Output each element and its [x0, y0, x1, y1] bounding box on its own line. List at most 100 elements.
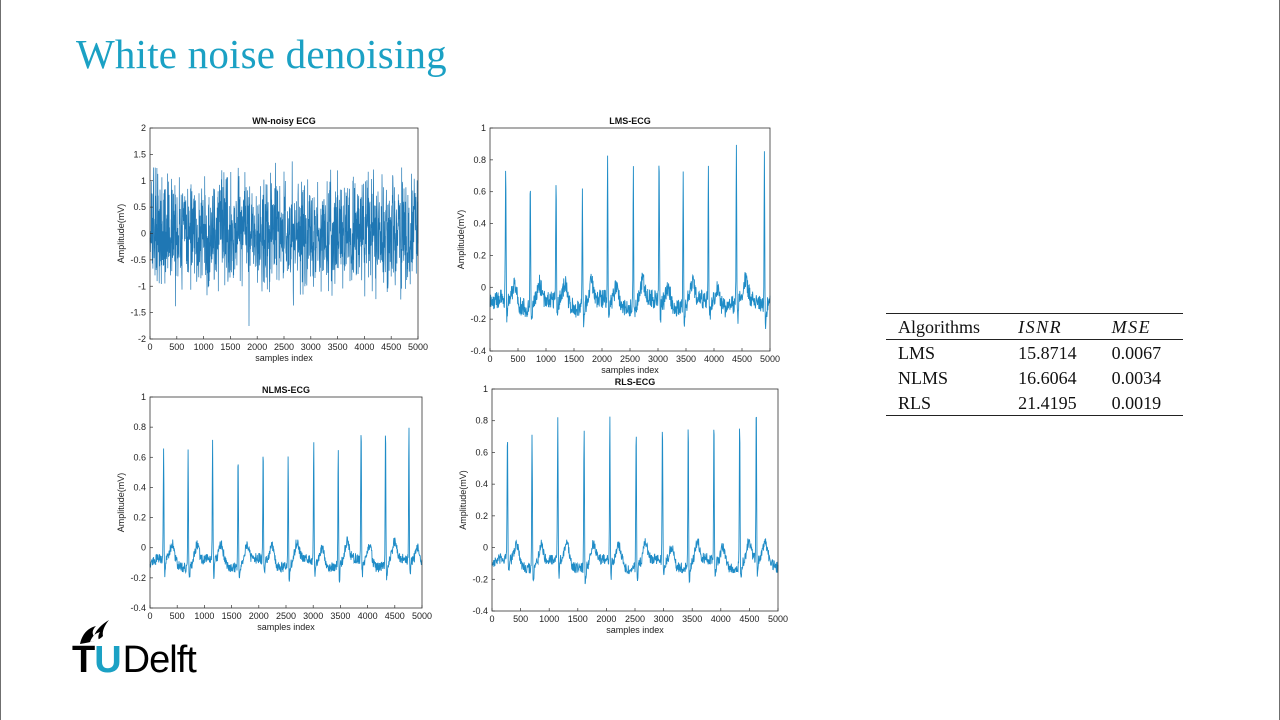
y-tick-label: 0	[141, 543, 146, 553]
x-tick-label: 5000	[760, 354, 780, 364]
x-tick-label: 1500	[220, 342, 240, 352]
x-tick-label: 2000	[249, 611, 269, 621]
x-tick-label: 500	[169, 342, 184, 352]
plot-frame	[149, 396, 423, 609]
x-tick-label: 4500	[385, 611, 405, 621]
x-tick-label: 4000	[358, 611, 378, 621]
x-axis-label: samples index	[257, 622, 315, 632]
x-tick-label: 2000	[247, 342, 267, 352]
logo-wordmark: TUDelft	[72, 639, 197, 681]
x-tick-label: 4000	[711, 614, 731, 624]
y-tick-label: -0.2	[130, 573, 146, 583]
y-tick-label: -2	[138, 334, 146, 344]
table-header-row: Algorithms ISNR MSE	[886, 313, 1183, 340]
table-cell-algorithm: RLS	[898, 393, 932, 413]
chart-title: WN-noisy ECG	[252, 116, 316, 126]
table-cell-mse: 0.0067	[1111, 343, 1162, 363]
table-row: NLMS 16.6064 0.0034	[886, 365, 1183, 390]
chart-svg: 0 500 1000 1500 2000 2500 3000 3500 4000 4500 5000…	[116, 116, 428, 363]
y-tick-label: 0.6	[473, 187, 486, 197]
x-tick-label: 3000	[301, 342, 321, 352]
y-tick-label: 0.8	[133, 422, 146, 432]
y-tick-label: 1.5	[133, 149, 146, 159]
y-tick-label: 0.5	[133, 202, 146, 212]
x-tick-label: 5000	[408, 342, 428, 352]
x-tick-label: 1000	[536, 354, 556, 364]
y-tick-label: 0.2	[133, 513, 146, 523]
y-tick-label: -1.5	[130, 308, 146, 318]
chart-nlms-ecg: 0 500 1000 1500 2000 2500 3000 3500 4000 4500 5000…	[108, 378, 438, 638]
flame-icon	[80, 620, 109, 644]
results-table: Algorithms ISNR MSE LMS 15.8714 0.0067 N…	[886, 313, 1183, 416]
x-tick-label: 3500	[330, 611, 350, 621]
y-tick-label: -0.5	[130, 255, 146, 265]
plot-frame	[491, 388, 779, 612]
x-tick-label: 1500	[564, 354, 584, 364]
logo-u: U	[94, 639, 121, 681]
chart-wn-noisy-ecg: 0 500 1000 1500 2000 2500 3000 3500 4000 4500 5000…	[108, 112, 428, 363]
slide-title: White noise denoising	[76, 31, 447, 77]
x-tick-label: 4500	[732, 354, 752, 364]
signal-line	[149, 427, 423, 583]
y-tick-label: 1	[141, 176, 146, 186]
x-tick-label: 2500	[276, 611, 296, 621]
logo-t: T	[72, 639, 95, 681]
x-tick-label: 2500	[620, 354, 640, 364]
y-tick-label: 0.4	[133, 482, 146, 492]
slide-border-left	[0, 0, 1, 720]
chart-title: RLS-ECG	[615, 377, 656, 387]
chart-title: NLMS-ECG	[262, 385, 310, 395]
x-tick-label: 1000	[194, 611, 214, 621]
x-tick-label: 3500	[682, 614, 702, 624]
table-header-mse: MSE	[1111, 317, 1152, 337]
table-cell-mse: 0.0034	[1111, 368, 1162, 388]
x-axis-label: samples index	[606, 625, 664, 635]
table-row: RLS 21.4195 0.0019	[886, 390, 1183, 416]
y-tick-label: -0.2	[470, 314, 486, 324]
x-tick-label: 0	[147, 342, 152, 352]
tu-delft-logo: TUDelft	[72, 616, 242, 682]
x-tick-label: 4000	[354, 342, 374, 352]
y-tick-label: 0.8	[475, 416, 488, 426]
signal-line	[491, 416, 779, 585]
chart-svg: 0 500 1000 1500 2000 2500 3000 3500 4000 4500 5000…	[456, 116, 780, 375]
y-tick-label: 0.6	[475, 447, 488, 457]
x-tick-label: 500	[513, 614, 528, 624]
table-cell-isnr: 15.8714	[1018, 343, 1077, 363]
x-tick-label: 3000	[654, 614, 674, 624]
chart-rls-ecg: 0 500 1000 1500 2000 2500 3000 3500 4000 4500 5000…	[448, 374, 798, 644]
x-axis-label: samples index	[601, 365, 659, 375]
y-axis-label: Amplitude(mV)	[116, 204, 126, 264]
x-tick-label: 3000	[303, 611, 323, 621]
y-tick-label: -0.4	[472, 606, 488, 616]
x-tick-label: 0	[487, 354, 492, 364]
table-cell-mse: 0.0019	[1111, 393, 1162, 413]
x-tick-label: 500	[510, 354, 525, 364]
x-tick-label: 4500	[381, 342, 401, 352]
x-tick-label: 1500	[568, 614, 588, 624]
y-tick-label: 1	[141, 392, 146, 402]
y-tick-label: -0.4	[470, 346, 486, 356]
x-tick-label: 500	[170, 611, 185, 621]
chart-title: LMS-ECG	[609, 116, 651, 126]
y-tick-label: -0.4	[130, 603, 146, 613]
x-tick-label: 1000	[539, 614, 559, 624]
x-axis-label: samples index	[255, 353, 313, 363]
x-tick-label: 2500	[625, 614, 645, 624]
y-tick-label: 1	[483, 384, 488, 394]
table-header-algorithms: Algorithms	[898, 317, 981, 337]
y-tick-label: 0	[483, 543, 488, 553]
y-tick-label: -0.2	[472, 574, 488, 584]
y-tick-label: 0.4	[475, 479, 488, 489]
y-tick-label: 2	[141, 123, 146, 133]
y-tick-label: 0	[481, 282, 486, 292]
x-tick-label: 3500	[676, 354, 696, 364]
x-tick-label: 4000	[704, 354, 724, 364]
y-axis-label: Amplitude(mV)	[458, 470, 468, 530]
y-tick-label: 0.2	[473, 250, 486, 260]
table-cell-isnr: 21.4195	[1018, 393, 1077, 413]
y-axis-label: Amplitude(mV)	[116, 473, 126, 533]
y-axis-label: Amplitude(mV)	[456, 210, 466, 270]
chart-svg: 0 500 1000 1500 2000 2500 3000 3500 4000 4500 5000…	[116, 385, 432, 632]
y-tick-label: 0	[141, 229, 146, 239]
